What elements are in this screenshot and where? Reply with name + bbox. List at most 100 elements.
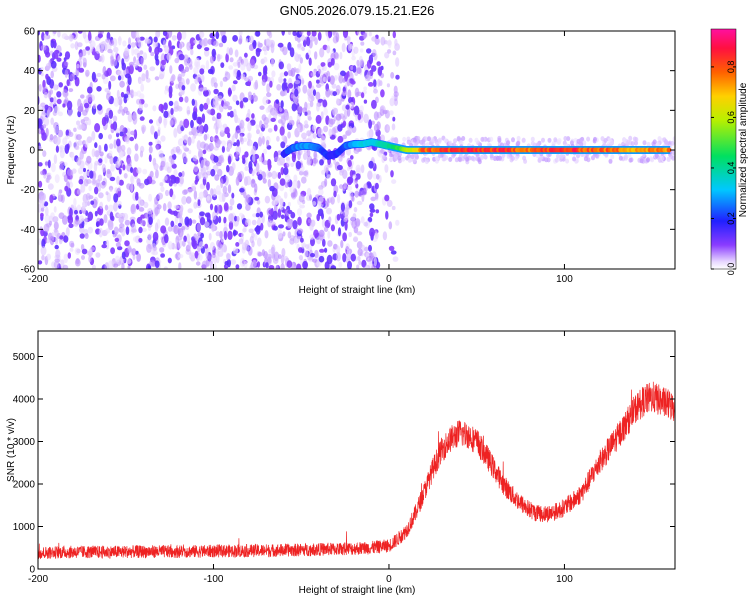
noise-point bbox=[124, 47, 130, 57]
noise-point bbox=[128, 37, 131, 46]
noise-point bbox=[218, 156, 225, 164]
noise-point bbox=[54, 53, 59, 60]
snr-series-line bbox=[38, 381, 675, 560]
noise-point bbox=[44, 104, 49, 110]
noise-point bbox=[117, 75, 122, 81]
noise-point bbox=[109, 176, 116, 182]
noise-point bbox=[247, 246, 253, 256]
noise-point bbox=[152, 231, 159, 242]
noise-point bbox=[68, 33, 74, 42]
noise-point bbox=[141, 227, 147, 232]
noise-point bbox=[140, 83, 145, 92]
noise-point bbox=[251, 170, 255, 177]
noise-point bbox=[350, 253, 356, 262]
noise-point bbox=[46, 238, 50, 244]
noise-point bbox=[198, 191, 205, 199]
noise-point bbox=[368, 119, 372, 129]
noise-point bbox=[100, 54, 105, 63]
noise-point bbox=[79, 150, 84, 160]
halo-point bbox=[402, 136, 407, 142]
noise-point bbox=[101, 73, 106, 80]
noise-point bbox=[359, 48, 364, 53]
noise-point bbox=[124, 240, 130, 247]
halo-point bbox=[516, 140, 521, 146]
noise-point bbox=[208, 232, 212, 241]
halo-point bbox=[421, 157, 426, 163]
noise-point bbox=[369, 227, 375, 238]
noise-point bbox=[232, 229, 237, 237]
noise-point bbox=[356, 200, 363, 206]
noise-point bbox=[132, 115, 138, 125]
noise-point bbox=[345, 147, 352, 156]
noise-point bbox=[316, 213, 321, 222]
halo-point bbox=[554, 157, 559, 163]
noise-point bbox=[147, 208, 153, 215]
noise-point bbox=[38, 238, 42, 246]
noise-point bbox=[192, 155, 198, 162]
noise-point bbox=[351, 219, 358, 229]
noise-point bbox=[352, 65, 357, 73]
noise-point bbox=[110, 75, 116, 82]
noise-point bbox=[155, 144, 159, 151]
noise-point bbox=[280, 263, 285, 269]
noise-point bbox=[74, 219, 81, 225]
noise-point bbox=[221, 145, 225, 153]
noise-point bbox=[247, 91, 252, 98]
halo-point bbox=[670, 140, 675, 146]
noise-point bbox=[130, 175, 134, 184]
noise-point bbox=[300, 34, 305, 42]
bottom-line-marks bbox=[38, 381, 675, 560]
noise-point bbox=[207, 68, 214, 75]
noise-point bbox=[236, 129, 242, 134]
noise-point bbox=[310, 72, 316, 77]
halo-point bbox=[401, 156, 406, 162]
noise-point bbox=[145, 37, 149, 42]
noise-point bbox=[306, 31, 311, 37]
noise-point bbox=[155, 169, 159, 179]
noise-point bbox=[246, 62, 252, 72]
noise-point bbox=[113, 193, 119, 203]
noise-point bbox=[326, 198, 330, 208]
noise-point bbox=[63, 174, 68, 183]
halo-point bbox=[578, 137, 583, 143]
noise-point bbox=[232, 80, 238, 85]
noise-point bbox=[76, 156, 82, 166]
noise-point bbox=[221, 243, 228, 253]
noise-point bbox=[117, 37, 122, 42]
noise-point bbox=[88, 255, 92, 263]
noise-point bbox=[288, 120, 293, 126]
noise-point bbox=[53, 41, 57, 49]
noise-point bbox=[287, 69, 294, 77]
noise-point bbox=[235, 264, 240, 269]
noise-point bbox=[239, 100, 244, 109]
noise-point bbox=[235, 145, 242, 155]
noise-point bbox=[298, 63, 302, 74]
noise-point bbox=[214, 205, 218, 213]
noise-point bbox=[215, 162, 222, 167]
noise-point bbox=[57, 191, 62, 199]
noise-point bbox=[315, 91, 321, 101]
y-tick-label: 3000 bbox=[13, 437, 36, 448]
noise-point bbox=[178, 96, 184, 103]
noise-point bbox=[78, 67, 85, 73]
noise-point bbox=[316, 102, 320, 112]
noise-point bbox=[81, 248, 88, 255]
noise-point bbox=[283, 167, 289, 176]
noise-point bbox=[38, 105, 42, 111]
noise-point bbox=[304, 101, 308, 111]
noise-point bbox=[152, 105, 157, 112]
noise-point bbox=[191, 219, 197, 224]
noise-point bbox=[149, 66, 156, 72]
noise-point bbox=[355, 164, 361, 173]
noise-point bbox=[157, 47, 163, 53]
noise-point bbox=[74, 41, 79, 51]
noise-point bbox=[217, 168, 223, 177]
noise-point bbox=[162, 31, 168, 36]
halo-point bbox=[559, 154, 564, 160]
noise-point bbox=[96, 72, 102, 78]
noise-point bbox=[215, 185, 221, 195]
noise-point bbox=[38, 162, 43, 167]
noise-point bbox=[333, 159, 337, 165]
noise-point bbox=[273, 225, 278, 231]
noise-point bbox=[329, 118, 336, 125]
